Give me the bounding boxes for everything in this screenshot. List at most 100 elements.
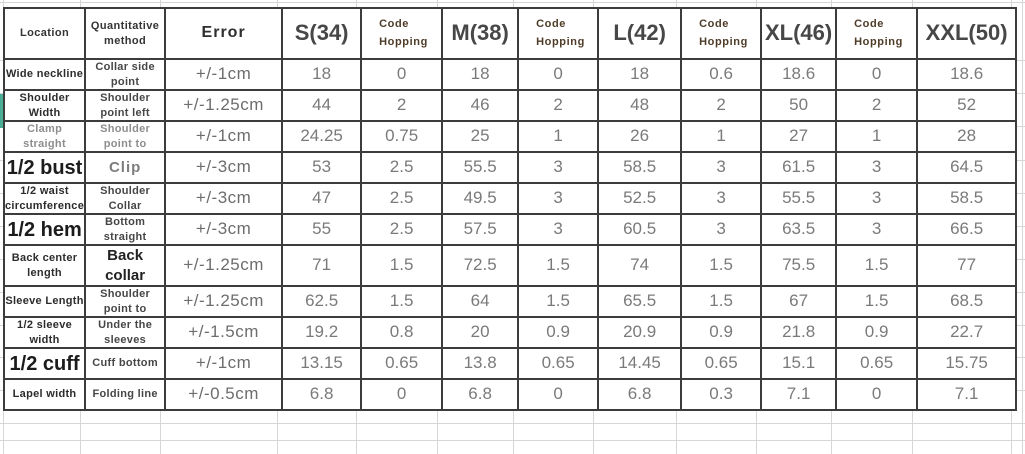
- cell-value: 0: [835, 378, 919, 411]
- cell-value: 18: [441, 58, 520, 91]
- cell-location: 1/2 cuff: [2, 347, 87, 380]
- cell-value: 55.5: [760, 182, 838, 215]
- header-xxl-50: XXL(50): [916, 7, 1018, 60]
- cell-value: 66.5: [916, 213, 1018, 246]
- cell-value: 24.25: [281, 120, 363, 153]
- cell-value: 18.6: [916, 58, 1018, 91]
- cell-value: 22.7: [916, 316, 1018, 349]
- cell-value: 58.5: [597, 151, 683, 184]
- cell-value: 0: [517, 58, 600, 91]
- cell-value: 6.8: [441, 378, 520, 411]
- cell-value: 3: [517, 182, 600, 215]
- cell-method: Shoulder Collar: [84, 182, 167, 215]
- cell-value: 15.75: [916, 347, 1018, 380]
- cell-value: 27: [760, 120, 838, 153]
- table-row: 1/2 cuff Cuff bottom +/-1cm 13.15 0.65 13.8 0.…: [2, 347, 1018, 380]
- cell-method: Folding line: [84, 378, 167, 411]
- grid-line-vertical: [1022, 0, 1023, 454]
- cell-error: +/-1cm: [164, 120, 284, 153]
- cell-value: 3: [680, 213, 763, 246]
- table-row: Back center length Back collar +/-1.25cm 71…: [2, 244, 1018, 287]
- cell-value: 2.5: [360, 213, 444, 246]
- cell-value: 0.9: [835, 316, 919, 349]
- table-row: 1/2 sleeve width Under the sleeves +/-1.5c…: [2, 316, 1018, 349]
- cell-value: 1.5: [835, 244, 919, 287]
- cell-value: 0.75: [360, 120, 444, 153]
- cell-location: 1/2 bust: [2, 151, 87, 184]
- cell-value: 58.5: [916, 182, 1018, 215]
- grid-line-horizontal: [0, 440, 1025, 441]
- grid-line-horizontal: [0, 423, 1025, 424]
- cell-value: 13.15: [281, 347, 363, 380]
- cell-location: Clamp straight: [2, 120, 87, 153]
- cell-value: 2: [835, 89, 919, 122]
- cell-value: 62.5: [281, 285, 363, 318]
- cell-value: 1.5: [517, 285, 600, 318]
- cell-location: 1/2 waist circumference: [2, 182, 87, 215]
- cell-value: 2: [517, 89, 600, 122]
- cell-location: Wide neckline: [2, 58, 87, 91]
- cell-value: 50: [760, 89, 838, 122]
- cell-value: 71: [281, 244, 363, 287]
- header-quantitative-method: Quantitative method: [84, 7, 167, 60]
- cell-value: 6.8: [597, 378, 683, 411]
- cell-value: 1.5: [680, 244, 763, 287]
- cell-error: +/-1.25cm: [164, 244, 284, 287]
- cell-value: 0: [835, 58, 919, 91]
- cell-error: +/-1cm: [164, 347, 284, 380]
- cell-value: 63.5: [760, 213, 838, 246]
- cell-value: 6.8: [281, 378, 363, 411]
- table-row: 1/2 waist circumference Shoulder Collar +/…: [2, 182, 1018, 215]
- cell-value: 0: [360, 378, 444, 411]
- cell-error: +/-1.25cm: [164, 89, 284, 122]
- cell-location: 1/2 sleeve width: [2, 316, 87, 349]
- cell-value: 74: [597, 244, 683, 287]
- cell-value: 2: [680, 89, 763, 122]
- header-row: Location Quantitative method Error S(34) Cod…: [2, 7, 1018, 60]
- cell-value: 44: [281, 89, 363, 122]
- table-row: 1/2 bust Clip +/-3cm 53 2.5 55.5 3 58.5 3 61.5 3 64…: [2, 151, 1018, 184]
- cell-value: 15.1: [760, 347, 838, 380]
- header-code-hopping-10: Code Hopping: [835, 7, 919, 60]
- cell-value: 1: [517, 120, 600, 153]
- cell-location: Lapel width: [2, 378, 87, 411]
- cell-value: 52.5: [597, 182, 683, 215]
- header-code-hopping-4: Code Hopping: [360, 7, 444, 60]
- cell-value: 0.65: [835, 347, 919, 380]
- cell-value: 14.45: [597, 347, 683, 380]
- cell-method: Shoulder point left: [84, 89, 167, 122]
- cell-error: +/-0.5cm: [164, 378, 284, 411]
- cell-error: +/-3cm: [164, 182, 284, 215]
- table-row: Sleeve Length Shoulder point to +/-1.25cm 6…: [2, 285, 1018, 318]
- cell-method: Under the sleeves: [84, 316, 167, 349]
- cell-error: +/-1cm: [164, 58, 284, 91]
- cell-value: 0.65: [680, 347, 763, 380]
- cell-value: 0.8: [360, 316, 444, 349]
- cell-value: 64.5: [916, 151, 1018, 184]
- cell-method: Collar side point: [84, 58, 167, 91]
- cell-value: 25: [441, 120, 520, 153]
- cell-value: 21.8: [760, 316, 838, 349]
- cell-value: 3: [835, 182, 919, 215]
- cell-method: Shoulder point to: [84, 120, 167, 153]
- grid-line-horizontal: [0, 2, 1025, 3]
- cell-value: 1.5: [680, 285, 763, 318]
- table-row: Shoulder Width Shoulder point left +/-1.25…: [2, 89, 1018, 122]
- cell-value: 0.9: [517, 316, 600, 349]
- cell-value: 1: [835, 120, 919, 153]
- cell-value: 65.5: [597, 285, 683, 318]
- cell-value: 3: [680, 182, 763, 215]
- cell-value: 3: [835, 213, 919, 246]
- cell-location: 1/2 hem: [2, 213, 87, 246]
- cell-value: 3: [680, 151, 763, 184]
- cell-value: 2.5: [360, 182, 444, 215]
- cell-error: +/-3cm: [164, 213, 284, 246]
- cell-value: 0: [360, 58, 444, 91]
- cell-location: Shoulder Width: [2, 89, 87, 122]
- header-s-34: S(34): [281, 7, 363, 60]
- cell-method: Clip: [84, 151, 167, 184]
- cell-value: 0.3: [680, 378, 763, 411]
- cell-error: +/-1.5cm: [164, 316, 284, 349]
- header-error: Error: [164, 7, 284, 60]
- cell-value: 0.9: [680, 316, 763, 349]
